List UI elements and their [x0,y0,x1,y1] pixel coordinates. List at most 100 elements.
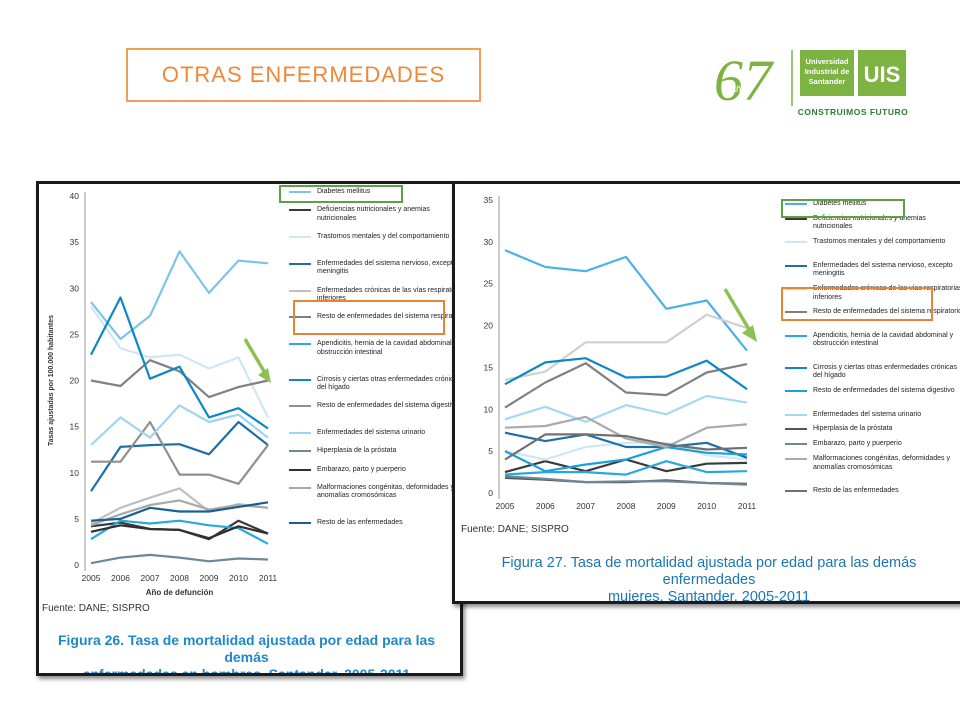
y-tick-label: 15 [484,362,494,372]
series-line-13 [90,499,269,527]
logo-mark: UIS [864,62,901,87]
y-tick-label: 10 [70,468,80,478]
logo-tagline: CONSTRUIMOS FUTURO [798,107,909,117]
x-tick-label: 2005 [496,501,515,511]
highlight-respiratory-27 [781,287,933,321]
legend-swatch [289,262,311,265]
legend-swatch [289,209,311,212]
y-tick-label: 25 [70,329,80,339]
figure-27: 0 5 10 15 20 25 30 35 2005 2006 2007 2008 2009 2010 20… [452,181,960,604]
slide-title: OTRAS ENFERMEDADES [161,62,446,87]
legend-label: Cirrosis y ciertas otras enfermedades cr… [813,363,957,380]
x-tick-label: 2005 [82,573,101,583]
x-tick-label: 2006 [536,501,555,511]
legend-swatch [785,311,807,314]
caption-26-line-2: enfermedades en hombres. Santander, 2005… [82,666,411,676]
logo-name-block [800,50,854,96]
series-line-4 [504,431,748,459]
legend-swatch [785,428,807,431]
figure-26: 0 5 10 15 20 25 30 35 40 2005 2006 2007 2008 2009 2010… [36,181,463,676]
series-line-6 [90,359,269,399]
y-axis-label: Tasas ajustadas por 100.000 habitantes [48,315,55,446]
legend-label: Enfermedades del sistema urinario [813,410,922,418]
legend-label: Apendicitis, hernia de la cavidad abdomi… [317,340,458,356]
y-tick-label: 20 [484,321,494,331]
series-line-9 [91,420,269,485]
legend-swatch [289,378,311,381]
caption-27-line-1: Figura 27. Tasa de mortalidad ajustada p… [501,555,917,588]
caption-26-line-1: Figura 26. Tasa de mortalidad ajustada p… [57,632,436,665]
legend-label: Deficiencias nutricionales y anemias nut… [317,206,430,222]
series-line-3 [504,441,748,461]
series-line-7 [90,519,269,545]
series-line-12 [90,524,269,540]
x-tick-label: 2009 [657,501,676,511]
legend-swatch [785,264,807,267]
caption-27: Figura 27. Tasa de mortalidad ajustada p… [457,555,960,604]
legend-swatch [289,432,311,435]
legend-swatch [785,490,807,492]
legend-label: Embarazo, parto y puerperio [813,440,902,448]
legend-swatch [289,468,311,471]
legend-swatch [289,191,311,193]
series-line-12 [504,475,748,486]
highlight-diabetes-27 [781,199,905,218]
legend-label: Cirrosis y ciertas otras enfermedades cr… [317,375,461,392]
legend-label: Enfermedades crónicas de las vías respir… [317,286,463,303]
logo-years: Años [730,84,751,94]
x-tick-label: 2009 [200,573,219,583]
legend-label: Trastornos mentales y del comportamiento [813,238,946,246]
y-tick-label: 20 [70,376,80,386]
x-tick-label: 2008 [617,501,636,511]
x-tick-label: 2007 [576,501,595,511]
legend-label: Diabetes mellitus [813,200,867,207]
y-tick-label: 15 [70,422,80,432]
legend-swatch [785,390,807,393]
x-tick-label: 2010 [229,573,248,583]
x-tick-label: 2010 [697,501,716,511]
legend-swatch [289,236,311,238]
x-tick-label: 2006 [111,573,130,583]
logo-name-line-3: Santander [809,77,846,86]
caption-26: Figura 26. Tasa de mortalidad ajustada p… [39,632,454,676]
legend-swatch [785,241,807,244]
chart-27: 0 5 10 15 20 25 30 35 2005 2006 2007 2008 2009 2010 20… [484,195,757,511]
y-tick-label: 35 [484,195,494,205]
legend-swatch [289,343,311,346]
y-tick-label: 35 [70,237,80,247]
legend-label: Resto de enfermedades del sistema digest… [813,387,955,395]
series-line-1 [90,250,269,341]
caption-27-line-2: mujeres. Santander, 2005-2011 [607,589,811,604]
legend-swatch [785,366,807,369]
logo-name-line-1: Universidad [806,57,849,66]
series-line-8 [90,296,269,430]
y-tick-label: 25 [484,279,494,289]
legend-label: Enfermedades del sistema nervioso, excep… [317,259,457,276]
series-line-11 [90,553,269,565]
legend-label: Resto de enfermedades del sistema digest… [317,402,459,410]
x-tick-label: 2008 [170,573,189,583]
legend-swatch [785,217,807,220]
source-26: Fuente: DANE; SISPRO [42,603,150,614]
series-line-14 [90,501,269,522]
legend-label: Resto de enfermedades del sistema respir… [813,308,960,316]
legend-label: Diabetes mellitus [317,188,371,195]
series-line-10 [90,404,269,446]
legend-swatch [785,334,807,337]
legend-swatch [785,413,807,416]
legend-label: Hiperplasia de la próstata [813,425,893,433]
legend-swatch [289,486,311,489]
series-line-5 [504,313,748,382]
x-tick-label: 2011 [738,501,757,511]
legend-swatch [785,203,807,205]
y-tick-label: 30 [484,237,494,247]
logo-number: 67 [714,48,774,113]
slide-title-box: OTRAS ENFERMEDADES [126,48,481,102]
legend-label: Hiperplasia de la próstata [317,447,397,455]
legend-swatch [785,443,807,446]
series-line-4 [90,420,269,492]
source-27: Fuente: DANE; SISPRO [461,524,569,535]
logo-mark-block [858,50,906,96]
x-axis-label: Año de defunción [146,588,214,597]
y-tick-label: 5 [488,446,493,456]
